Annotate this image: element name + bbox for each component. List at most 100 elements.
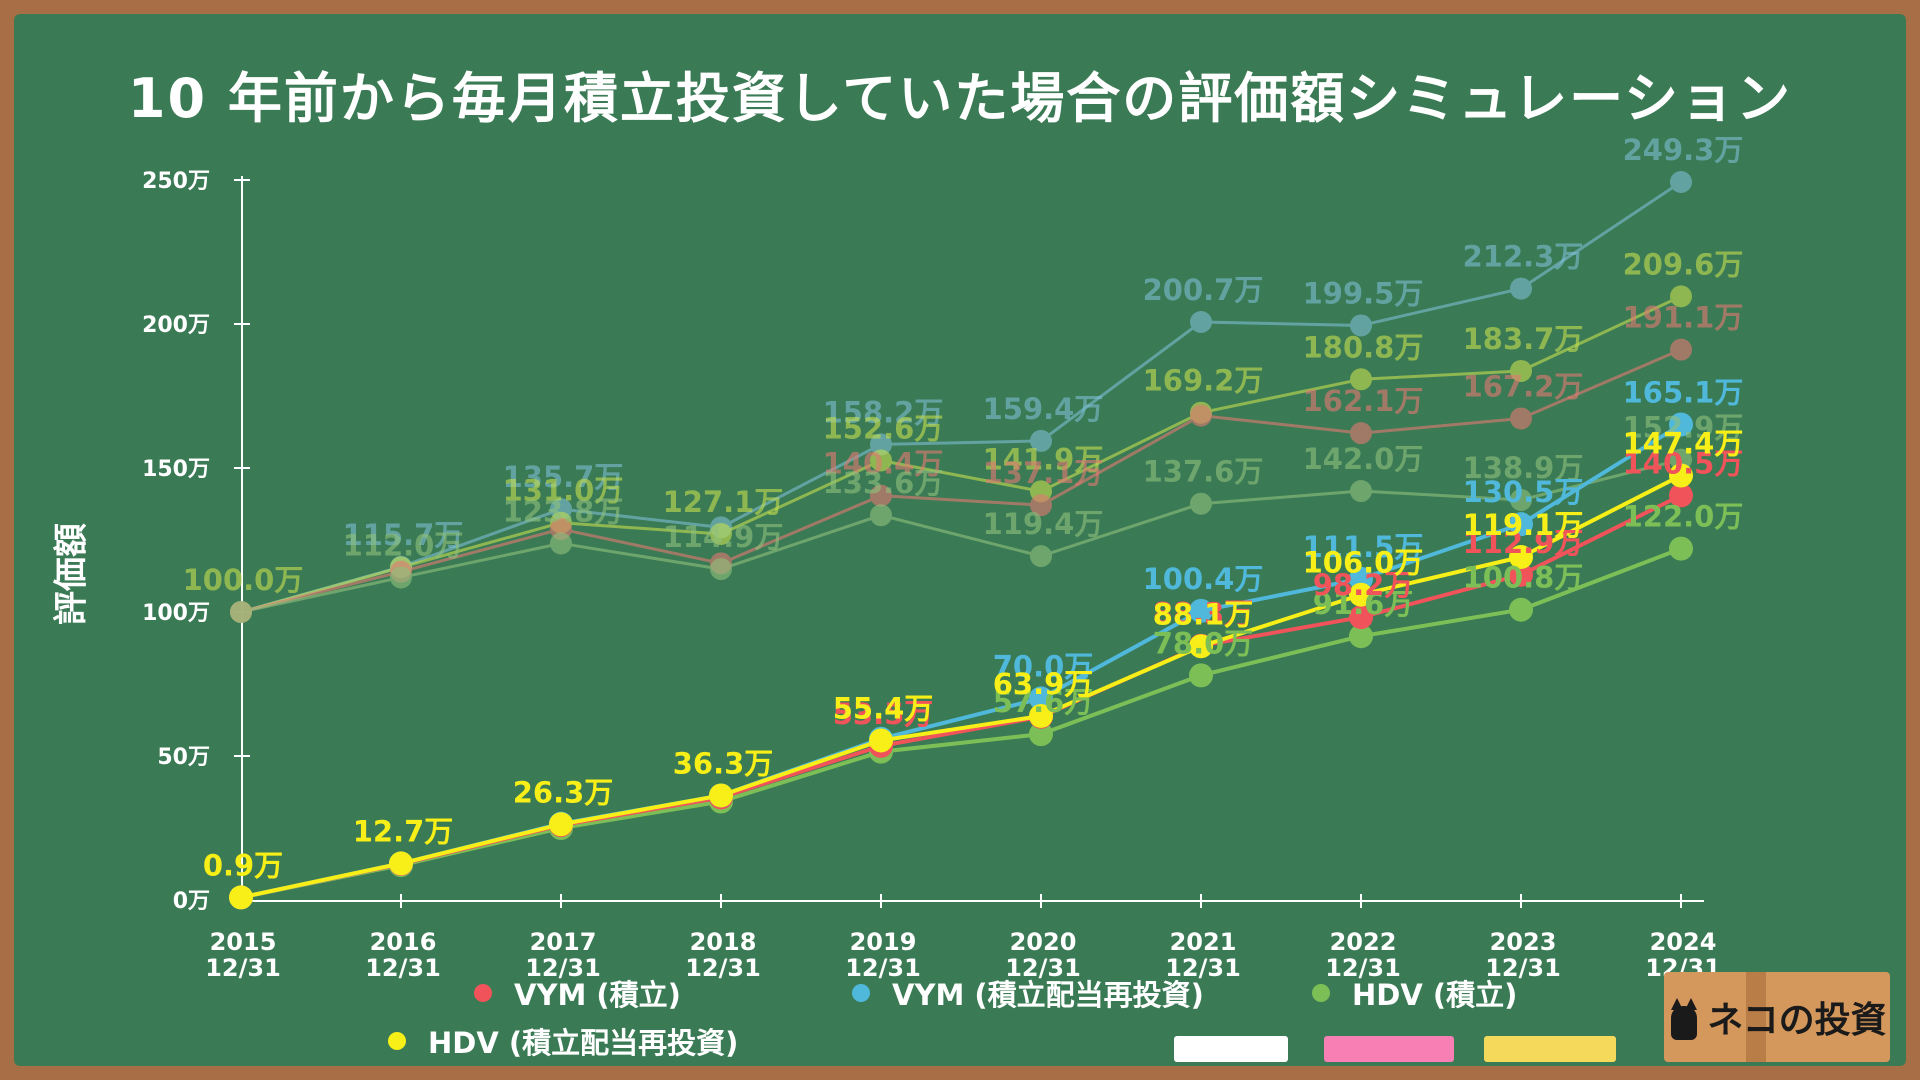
data-point (1669, 536, 1693, 561)
axes: 0万 50万 100万 150万 200万 250万 2015 12/31 2016 12/31 2… (142, 169, 1721, 982)
data-point (229, 885, 253, 910)
data-label: 152.9万 (1623, 411, 1744, 445)
data-label: 57.6万 (993, 685, 1094, 719)
data-point (1350, 314, 1372, 337)
data-label: 127.1万 (663, 485, 784, 519)
series-line (240, 458, 1682, 614)
data-label: 0.9万 (203, 848, 283, 882)
data-label: 249.3万 (1623, 133, 1744, 167)
data-point (1510, 277, 1532, 300)
x-tick-label: 2022 12/31 (1325, 928, 1401, 982)
data-label: 131.0万 (503, 474, 624, 508)
chart-title: 10 年前から毎月積立投資していた場合の評価額シミュレーション (127, 67, 1793, 130)
data-label: 140.5万 (1623, 446, 1744, 480)
line-chart: 0万 50万 100万 150万 200万 250万 2015 12/31 2016 12/31 2… (142, 133, 1744, 982)
data-label: 111.5万 (1303, 530, 1424, 564)
data-point (870, 433, 892, 456)
x-tick-label: 2019 12/31 (845, 928, 921, 982)
data-label: 183.7万 (1463, 322, 1584, 356)
data-point (710, 522, 732, 545)
chalk-pink (1324, 1036, 1454, 1062)
data-point (1189, 598, 1213, 623)
data-point (1029, 686, 1053, 711)
data-label: 140.4万 (823, 447, 944, 481)
chalkboard: 10 年前から毎月積立投資していた場合の評価額シミュレーション 評価額 0万 50… (14, 14, 1906, 1066)
data-point (1350, 480, 1372, 503)
data-label: 119.1万 (1463, 508, 1584, 542)
data-point (1510, 359, 1532, 382)
data-point (1030, 545, 1052, 568)
data-point (1190, 492, 1212, 515)
data-point (1670, 338, 1692, 361)
data-label: 26.3万 (513, 775, 614, 809)
data-point (1189, 634, 1213, 659)
series-line (240, 294, 1682, 614)
y-tick-label: 250万 (142, 169, 210, 194)
series-7 (229, 463, 1693, 910)
data-point (1190, 310, 1212, 333)
x-tick-label: 2018 12/31 (685, 928, 761, 982)
data-label: 122.0万 (1623, 500, 1744, 534)
data-point (389, 851, 413, 876)
data-point (1030, 429, 1052, 452)
data-point (1030, 494, 1052, 517)
data-label: 88.1万 (1153, 597, 1254, 631)
data-point (390, 566, 412, 589)
data-label: 180.8万 (1303, 330, 1424, 364)
data-label: 137.1万 (983, 456, 1104, 490)
data-label: 12.7万 (353, 814, 454, 848)
y-tick-label: 100万 (142, 601, 210, 626)
data-point (1349, 582, 1373, 607)
data-point (1190, 404, 1212, 427)
x-tick-label: 2020 12/31 (1005, 928, 1081, 982)
data-label: 200.7万 (1143, 273, 1264, 307)
data-label: 91.6万 (1313, 587, 1414, 621)
data-point (550, 532, 572, 555)
cat-icon (1667, 994, 1701, 1040)
data-label: 88.3万 (1153, 597, 1254, 631)
logo-text: ネコの投資 (1707, 1000, 1887, 1041)
x-tick-label: 2023 12/31 (1485, 928, 1561, 982)
data-label: 100.4万 (1143, 562, 1264, 596)
data-point (869, 728, 893, 753)
data-label: 112.9万 (1463, 526, 1584, 560)
data-label: 199.5万 (1303, 276, 1424, 310)
series-line (240, 473, 1682, 900)
data-label: 137.6万 (1143, 455, 1264, 489)
x-tick-label: 2016 12/31 (365, 928, 441, 982)
data-point (1509, 597, 1533, 622)
y-tick-label: 150万 (142, 457, 210, 482)
data-label: 123.8万 (503, 494, 624, 528)
data-point (870, 504, 892, 527)
logo: ネコの投資 (1664, 972, 1890, 1062)
data-label: 100.0万 (183, 563, 304, 597)
data-label: 114.9万 (663, 520, 784, 554)
data-point (1509, 562, 1533, 587)
data-point (1669, 463, 1693, 488)
data-label: 70.0万 (993, 649, 1094, 683)
x-tick-label: 2015 12/31 (205, 928, 281, 982)
data-label: 169.2万 (1143, 364, 1264, 398)
data-label: 119.4万 (983, 507, 1104, 541)
data-label: 36.3万 (673, 746, 774, 780)
x-tick-label: 2017 12/31 (525, 928, 601, 982)
data-label: 115.7万 (343, 518, 464, 552)
data-point (1670, 171, 1692, 194)
data-point (230, 601, 252, 623)
series-line (240, 546, 1682, 900)
data-label: 152.6万 (823, 412, 944, 446)
y-tick-label: 200万 (142, 313, 210, 338)
data-label: 98.2万 (1313, 568, 1414, 602)
chalk-yellow (1484, 1036, 1616, 1062)
x-tick-label: 2021 12/31 (1165, 928, 1241, 982)
data-label: 141.9万 (983, 442, 1104, 476)
data-label: 147.4万 (1623, 426, 1744, 460)
chalk-white (1174, 1036, 1288, 1062)
series-line (240, 348, 1682, 614)
data-label: 162.1万 (1303, 384, 1424, 418)
data-point (1029, 703, 1053, 728)
data-point (1670, 285, 1692, 308)
data-label: 78.0万 (1153, 626, 1254, 660)
data-label: 112.0万 (343, 528, 464, 562)
data-point (1510, 407, 1532, 430)
